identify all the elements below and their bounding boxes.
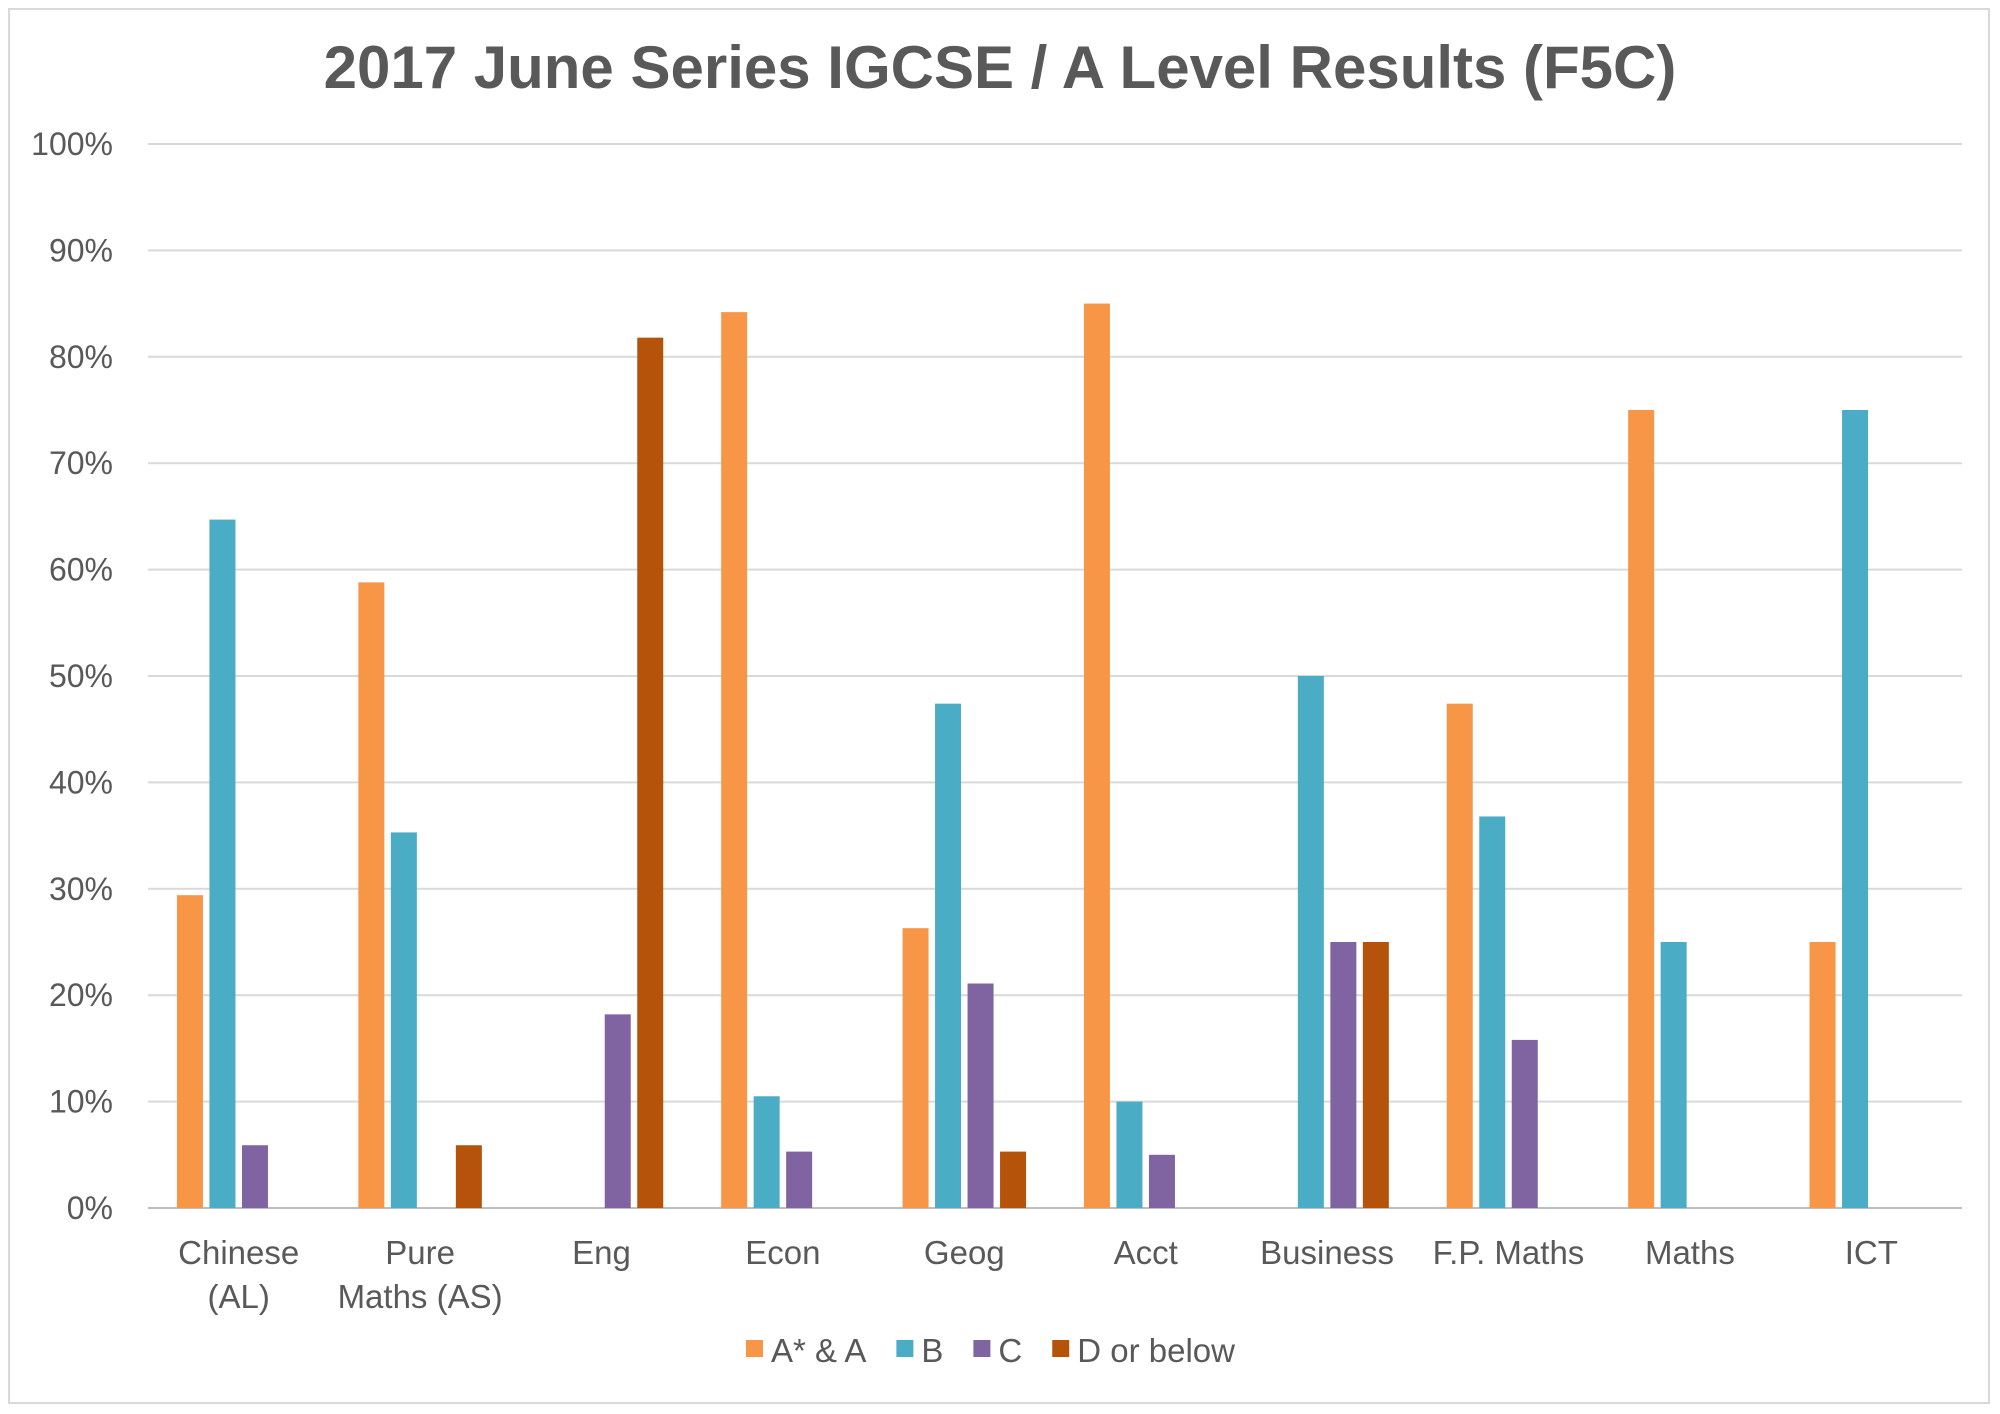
legend-label: B [921, 1332, 943, 1369]
x-category-label: Pure [385, 1234, 455, 1271]
bar-b [1297, 676, 1324, 1208]
bar-b [1116, 1101, 1143, 1208]
x-category-label: Acct [1114, 1234, 1178, 1271]
y-tick-label: 0% [67, 1190, 113, 1226]
y-tick-label: 20% [49, 977, 113, 1013]
x-category-label: Chinese [178, 1234, 299, 1271]
legend-swatch [1052, 1340, 1070, 1357]
bar-c [241, 1145, 268, 1208]
bar-a-a [1628, 410, 1655, 1208]
bar-a-a [1083, 303, 1110, 1209]
legend-swatch [973, 1340, 991, 1357]
bar-a-a [358, 582, 385, 1208]
x-category-label: Business [1260, 1234, 1394, 1271]
legend-label: C [998, 1332, 1022, 1369]
y-tick-label: 100% [31, 126, 113, 162]
legend-swatch [896, 1340, 914, 1357]
chart-title: 2017 June Series IGCSE / A Level Results… [324, 34, 1677, 101]
y-tick-label: 50% [49, 658, 113, 694]
y-tick-label: 80% [49, 339, 113, 375]
bar-d-or-below [637, 337, 664, 1208]
x-category-label: (AL) [208, 1278, 270, 1315]
y-tick-label: 10% [49, 1084, 113, 1120]
bar-b [390, 832, 417, 1208]
bar-c [1148, 1154, 1175, 1208]
x-category-label: F.P. Maths [1433, 1234, 1585, 1271]
y-tick-label: 60% [49, 552, 113, 588]
legend-label: D or below [1077, 1332, 1235, 1369]
bar-b [935, 703, 962, 1208]
bar-a-a [902, 928, 929, 1208]
x-category-label: Econ [745, 1234, 820, 1271]
bar-a-a [1446, 703, 1473, 1208]
bar-c [967, 983, 994, 1208]
legend: A* & A B C D or below [746, 1332, 1235, 1369]
y-tick-label: 40% [49, 764, 113, 800]
gridlines [148, 143, 1962, 1209]
y-tick-label: 30% [49, 871, 113, 907]
y-tick-label: 90% [49, 232, 113, 268]
y-axis-ticks: 0% 10% 20% 30% 40% 50% 60% 70% 80% 90% 100% [31, 126, 113, 1226]
bar-d-or-below [1362, 942, 1389, 1208]
x-category-label: ICT [1845, 1234, 1898, 1271]
bar-d-or-below [1000, 1151, 1027, 1208]
bar-a-a [176, 895, 203, 1208]
legend-swatch [746, 1340, 763, 1357]
bar-c [604, 1014, 631, 1208]
y-tick-label: 70% [49, 445, 113, 481]
bar-c [1330, 942, 1357, 1208]
bar-c [1511, 1039, 1538, 1208]
bar-b [1660, 942, 1687, 1208]
bar-b [1842, 410, 1869, 1208]
bar-a-a [1809, 942, 1836, 1208]
bar-b [209, 519, 236, 1208]
bars [176, 303, 1869, 1209]
bar-b [1479, 816, 1506, 1208]
bar-c [786, 1151, 813, 1208]
x-axis-categories: Chinese (AL) Pure Maths (AS) Eng Econ Geog Acct… [178, 1234, 1898, 1315]
x-category-label: Maths [1645, 1234, 1735, 1271]
x-category-label: Geog [924, 1234, 1005, 1271]
bar-b [753, 1096, 780, 1208]
bar-d-or-below [455, 1145, 482, 1208]
legend-label: A* & A [771, 1332, 866, 1369]
x-category-label: Maths (AS) [338, 1278, 503, 1315]
x-category-label: Eng [572, 1234, 631, 1271]
bar-a-a [721, 312, 748, 1208]
chart-frame [8, 8, 1990, 1404]
